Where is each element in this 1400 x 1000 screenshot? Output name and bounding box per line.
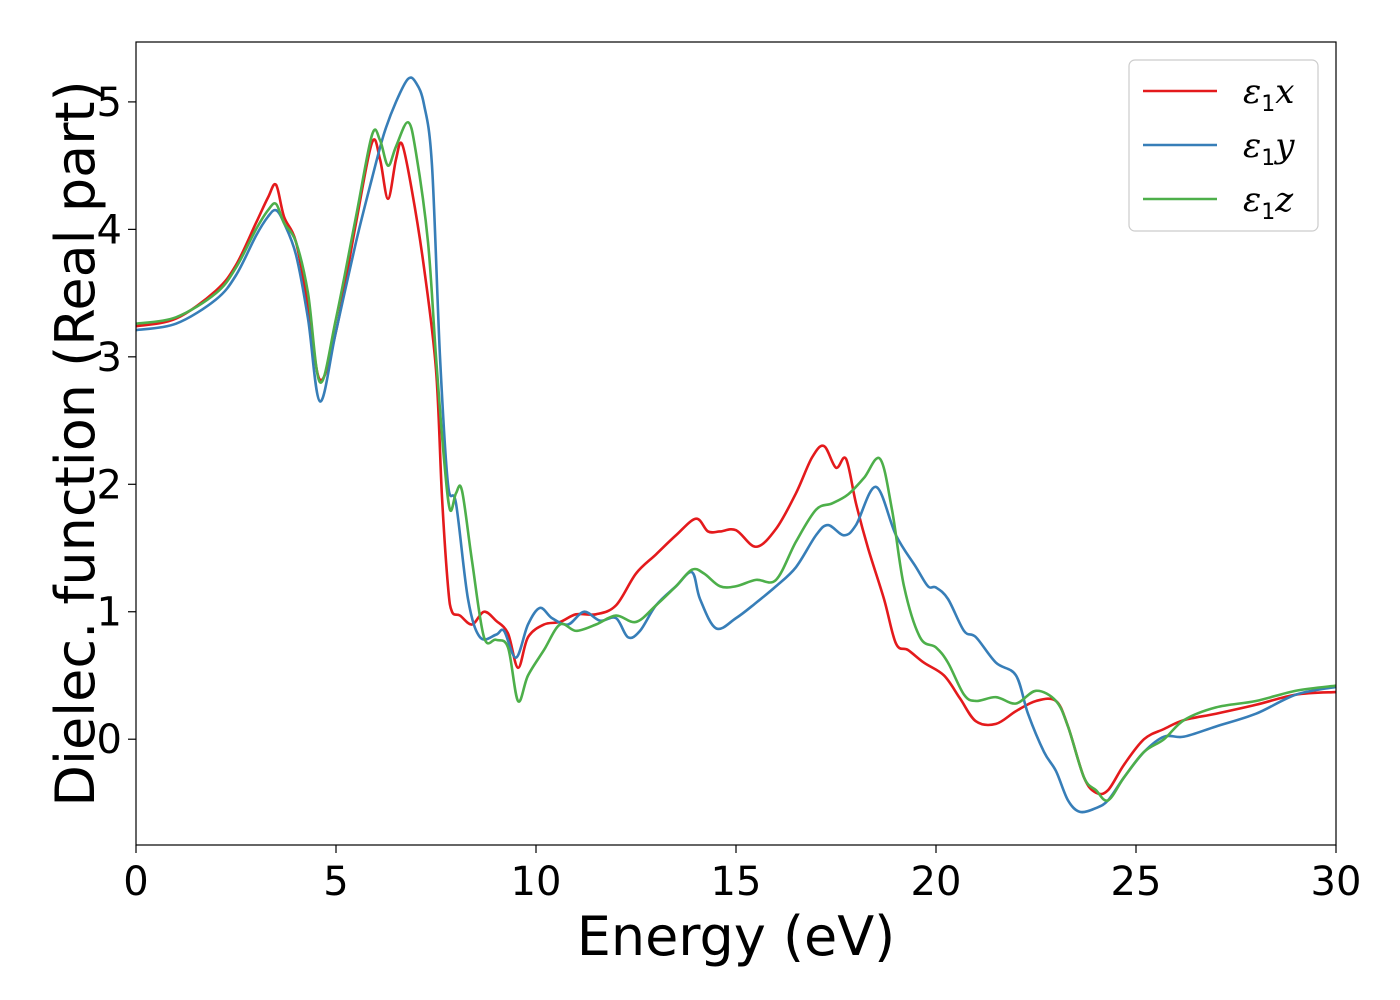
x-axis-ticks: 0 5 10 15 20 25 30 [123, 845, 1361, 905]
legend-label-y: ε1y [1243, 126, 1295, 171]
legend: ε1x ε1y ε1z [1128, 59, 1319, 232]
x-tick-label: 15 [711, 859, 762, 905]
y-axis-ticks: 0 1 2 3 4 5 [97, 80, 136, 763]
series-line-y [136, 76, 1336, 814]
x-tick-label: 20 [911, 859, 962, 905]
y-tick-label: 4 [97, 207, 122, 253]
y-tick-label: 5 [97, 80, 122, 126]
series-line-z [136, 121, 1336, 802]
x-tick-label: 0 [123, 859, 148, 905]
series-line-x [136, 138, 1336, 796]
legend-label-z: ε1z [1243, 180, 1294, 225]
legend-label-x: ε1x [1243, 72, 1294, 117]
series-layer [136, 76, 1336, 814]
x-tick-label: 5 [323, 859, 348, 905]
y-tick-label: 2 [97, 462, 122, 508]
x-tick-label: 25 [1111, 859, 1162, 905]
legend-box [1128, 59, 1319, 232]
y-tick-label: 0 [97, 717, 122, 763]
x-tick-label: 10 [511, 859, 562, 905]
y-axis-label: Dielec. function (Real part) [44, 80, 107, 806]
x-tick-label: 30 [1311, 859, 1362, 905]
y-tick-label: 3 [97, 335, 122, 381]
x-axis-label: Energy (eV) [577, 905, 896, 968]
y-tick-label: 1 [97, 590, 122, 636]
